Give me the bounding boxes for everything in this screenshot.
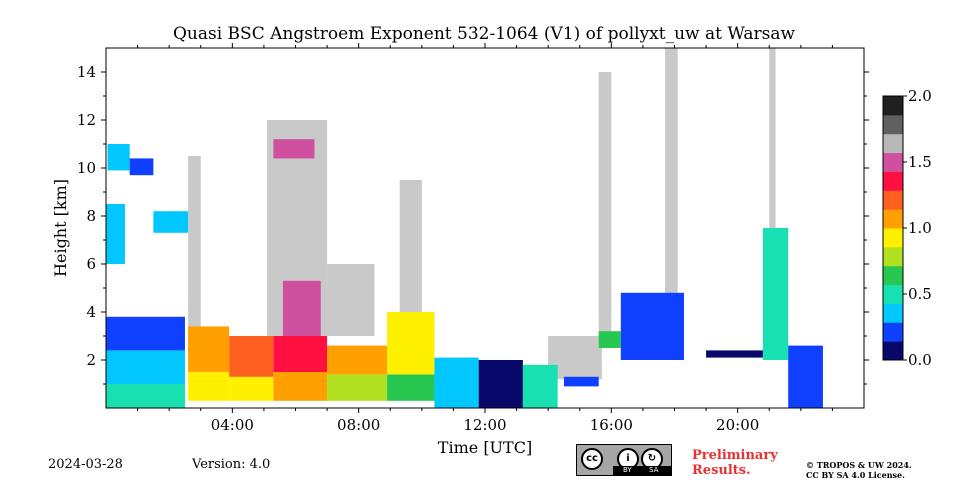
heatmap-cell — [478, 360, 523, 408]
heatmap-plot-area — [106, 48, 864, 408]
heatmap-cell — [229, 336, 274, 377]
colorbar-segment — [883, 133, 903, 154]
heatmap-cell — [188, 372, 230, 401]
measurement-date: 2024-03-28 — [48, 457, 123, 472]
copyright-note: © TROPOS & UW 2024. CC BY SA 4.0 License… — [806, 460, 912, 480]
x-tick-label: 20:00 — [716, 416, 759, 434]
y-tick-label: 4 — [86, 303, 96, 321]
preliminary-line-1: Preliminary — [692, 448, 778, 463]
heatmap-cell — [522, 364, 558, 408]
heatmap-cell — [620, 292, 684, 360]
heatmap-cell — [387, 374, 435, 401]
heatmap-cell — [598, 331, 621, 348]
y-axis-label: Height [km] — [51, 179, 70, 277]
heatmap-cell — [434, 357, 479, 408]
colorbar-tick-label: 1.5 — [908, 153, 932, 171]
cc-badge-strip: BY SA — [613, 466, 671, 475]
cc-sa-label: SA — [649, 466, 659, 474]
heatmap-cell — [273, 372, 328, 401]
colorbar-tick-label: 0.0 — [908, 351, 932, 369]
heatmap-cell — [106, 350, 185, 384]
cc-by-label: BY — [623, 466, 632, 474]
preliminary-line-2: Results. — [692, 463, 751, 478]
colorbar-tick-label: 1.0 — [908, 219, 932, 237]
colorbar-segment — [883, 228, 903, 248]
heatmap-cell — [273, 336, 328, 372]
undetermined-region — [769, 48, 776, 336]
colorbar-tick-label: 0.5 — [908, 285, 932, 303]
y-tick-label: 6 — [86, 255, 96, 273]
y-tick-label: 14 — [77, 63, 96, 81]
heatmap-cell — [706, 350, 763, 358]
colorbar-segment — [883, 284, 903, 304]
colorbar-segment — [883, 303, 903, 323]
colorbar-segment — [883, 246, 903, 267]
x-tick-label: 04:00 — [211, 416, 254, 434]
version-label: Version: 4.0 — [192, 457, 271, 472]
colorbar-segment — [883, 190, 903, 210]
heatmap-cell — [188, 326, 230, 372]
heatmap-cell — [229, 376, 274, 401]
undetermined-region — [399, 180, 422, 336]
colorbar: 0.0 0.5 1.0 1.5 2.0 — [882, 87, 932, 369]
heatmap-cell — [387, 312, 435, 375]
heatmap-cell — [107, 144, 130, 171]
colorbar-tick-label: 2.0 — [908, 87, 932, 105]
heatmap-cell — [106, 316, 185, 351]
x-tick-label: 12:00 — [463, 416, 506, 434]
heatmap-cell — [153, 211, 189, 233]
heatmap-cell — [129, 158, 154, 176]
cc-icon: cc — [581, 448, 603, 470]
preliminary-results-note: Preliminary Results. — [692, 448, 778, 478]
axes: 04:00 08:00 12:00 16:00 20:00 2 4 6 8 10 12 14 Time … — [51, 43, 869, 457]
x-tick-label: 08:00 — [337, 416, 380, 434]
colorbar-segment — [883, 322, 903, 342]
heatmap-cell — [327, 374, 388, 401]
x-axis-label: Time [UTC] — [438, 438, 532, 457]
y-tick-label: 10 — [77, 159, 96, 177]
heatmap-cell — [273, 139, 315, 159]
colorbar-segment — [883, 96, 903, 116]
heatmap-cell — [282, 280, 321, 336]
colorbar-segment — [883, 171, 903, 191]
colorbar-segment — [883, 152, 903, 172]
heatmap-cell — [762, 228, 789, 360]
heatmap-cell — [106, 204, 125, 264]
y-tick-label: 2 — [86, 351, 96, 369]
colorbar-segment — [883, 114, 903, 135]
chart-title: Quasi BSC Angstroem Exponent 532-1064 (V… — [172, 24, 796, 44]
heatmap-cell — [563, 376, 599, 387]
colorbar-segment — [883, 209, 903, 229]
y-tick-label: 12 — [77, 111, 96, 129]
undetermined-region — [598, 72, 612, 336]
x-tick-label: 16:00 — [590, 416, 633, 434]
colorbar-segment — [883, 265, 903, 286]
heatmap-cell — [106, 384, 185, 408]
heatmap-cell — [327, 345, 388, 375]
cc-license-badge: cc i ↻ BY SA — [576, 444, 672, 476]
colorbar-segment — [883, 341, 903, 361]
undetermined-region — [665, 48, 678, 300]
undetermined-region — [327, 264, 375, 336]
copyright-line-2: CC BY SA 4.0 License. — [806, 470, 905, 480]
heatmap-cell — [788, 345, 823, 408]
copyright-line-1: © TROPOS & UW 2024. — [806, 460, 912, 470]
y-tick-label: 8 — [86, 207, 96, 225]
